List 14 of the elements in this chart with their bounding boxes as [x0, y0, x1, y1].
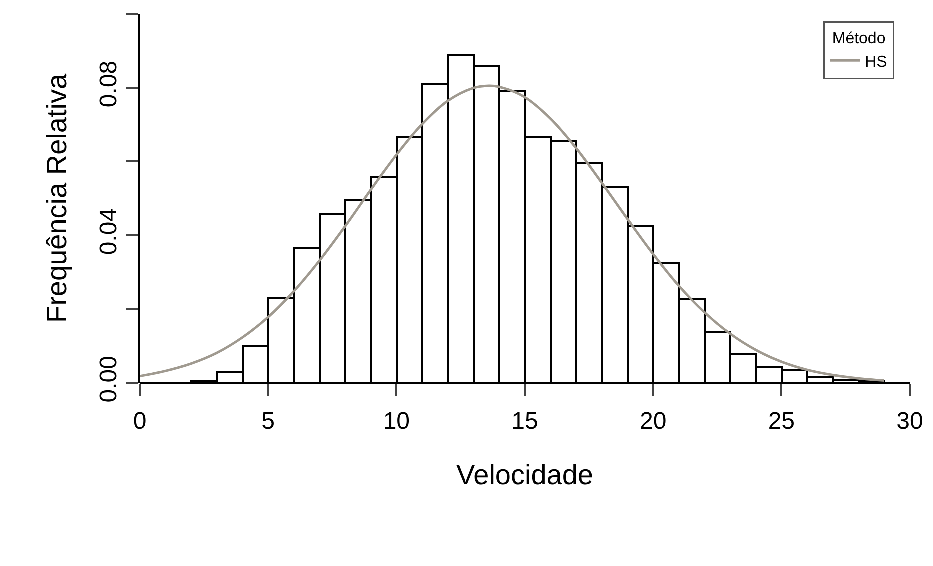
- x-tick-label: 5: [262, 408, 276, 435]
- y-tick-label: 0.04: [95, 208, 122, 256]
- x-tick-label: 0: [133, 408, 147, 435]
- x-tick-label: 20: [640, 408, 667, 435]
- y-tick-label: 0.08: [95, 60, 122, 108]
- x-tick-label: 25: [768, 408, 796, 435]
- x-tick-label: 30: [896, 408, 924, 435]
- y-axis-title: Frequência Relativa: [42, 74, 73, 324]
- y-tick-label: 0.00: [95, 356, 122, 403]
- legend-label: HS: [865, 54, 888, 71]
- x-tick-label: 10: [383, 408, 410, 435]
- legend-title: Método: [832, 30, 886, 48]
- x-axis-title: Velocidade: [456, 459, 594, 490]
- x-tick-label: 15: [512, 408, 538, 435]
